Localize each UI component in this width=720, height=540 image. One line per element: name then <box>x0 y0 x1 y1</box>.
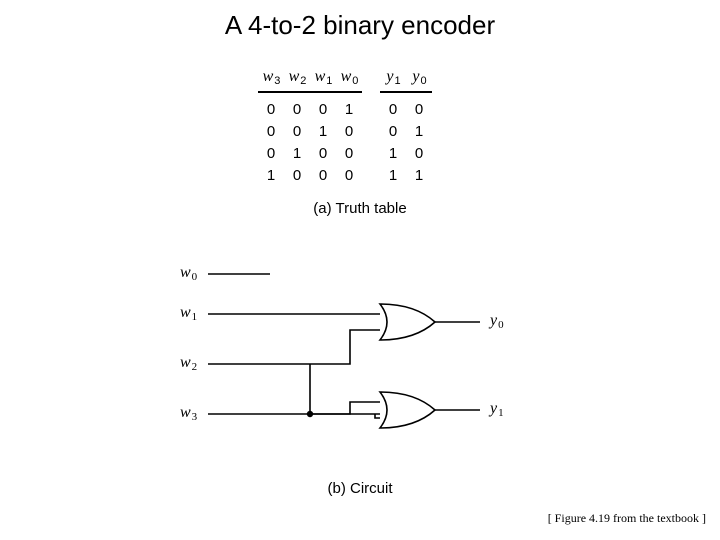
truth-table: w3 w2 w1 w0 y1 y0 0 0 0 1 0 0 0 0 1 0 0 … <box>258 66 432 187</box>
cell: 0 <box>406 143 432 165</box>
cell: 0 <box>258 121 284 143</box>
truth-table-header: w3 w2 w1 w0 y1 y0 <box>258 66 432 89</box>
cell: 0 <box>406 99 432 121</box>
cell: 0 <box>336 165 362 187</box>
circuit-diagram: w0 w1 w2 w3 y0 y1 <box>180 260 540 470</box>
table-row: 1 0 0 0 1 1 <box>258 165 432 187</box>
cell: 0 <box>380 99 406 121</box>
cell: 1 <box>406 165 432 187</box>
cell: 0 <box>284 165 310 187</box>
cell: 0 <box>336 121 362 143</box>
cell: 1 <box>258 165 284 187</box>
cell: 1 <box>406 121 432 143</box>
page-title: A 4-to-2 binary encoder <box>0 10 720 41</box>
table-row: 0 1 0 0 1 0 <box>258 143 432 165</box>
caption-circuit: (b) Circuit <box>0 480 720 497</box>
col-w2-sub: 2 <box>300 75 306 87</box>
col-w1-sub: 1 <box>326 75 332 87</box>
cell: 1 <box>380 165 406 187</box>
col-w2-var: w <box>289 68 300 85</box>
cell: 1 <box>336 99 362 121</box>
table-row: 0 0 1 0 0 1 <box>258 121 432 143</box>
cell: 0 <box>258 143 284 165</box>
cell: 1 <box>284 143 310 165</box>
cell: 0 <box>310 143 336 165</box>
col-w3-sub: 3 <box>274 75 280 87</box>
cell: 0 <box>310 165 336 187</box>
col-y1-sub: 1 <box>394 75 400 87</box>
circuit-svg <box>180 260 540 470</box>
figure-credit: [ Figure 4.19 from the textbook ] <box>548 511 706 526</box>
truth-table-rule <box>258 89 432 93</box>
col-w1-var: w <box>315 68 326 85</box>
col-y0-var: y <box>412 68 419 85</box>
cell: 0 <box>284 121 310 143</box>
col-w0-var: w <box>341 68 352 85</box>
col-w0-sub: 0 <box>352 75 358 87</box>
col-y1-var: y <box>386 68 393 85</box>
truth-table-body: 0 0 0 1 0 0 0 0 1 0 0 1 0 1 0 0 1 0 1 <box>258 99 432 187</box>
cell: 0 <box>336 143 362 165</box>
col-w3-var: w <box>263 68 274 85</box>
caption-truth-table: (a) Truth table <box>0 200 720 217</box>
cell: 0 <box>258 99 284 121</box>
cell: 0 <box>310 99 336 121</box>
cell: 1 <box>310 121 336 143</box>
cell: 0 <box>380 121 406 143</box>
cell: 1 <box>380 143 406 165</box>
table-row: 0 0 0 1 0 0 <box>258 99 432 121</box>
col-y0-sub: 0 <box>420 75 426 87</box>
cell: 0 <box>284 99 310 121</box>
